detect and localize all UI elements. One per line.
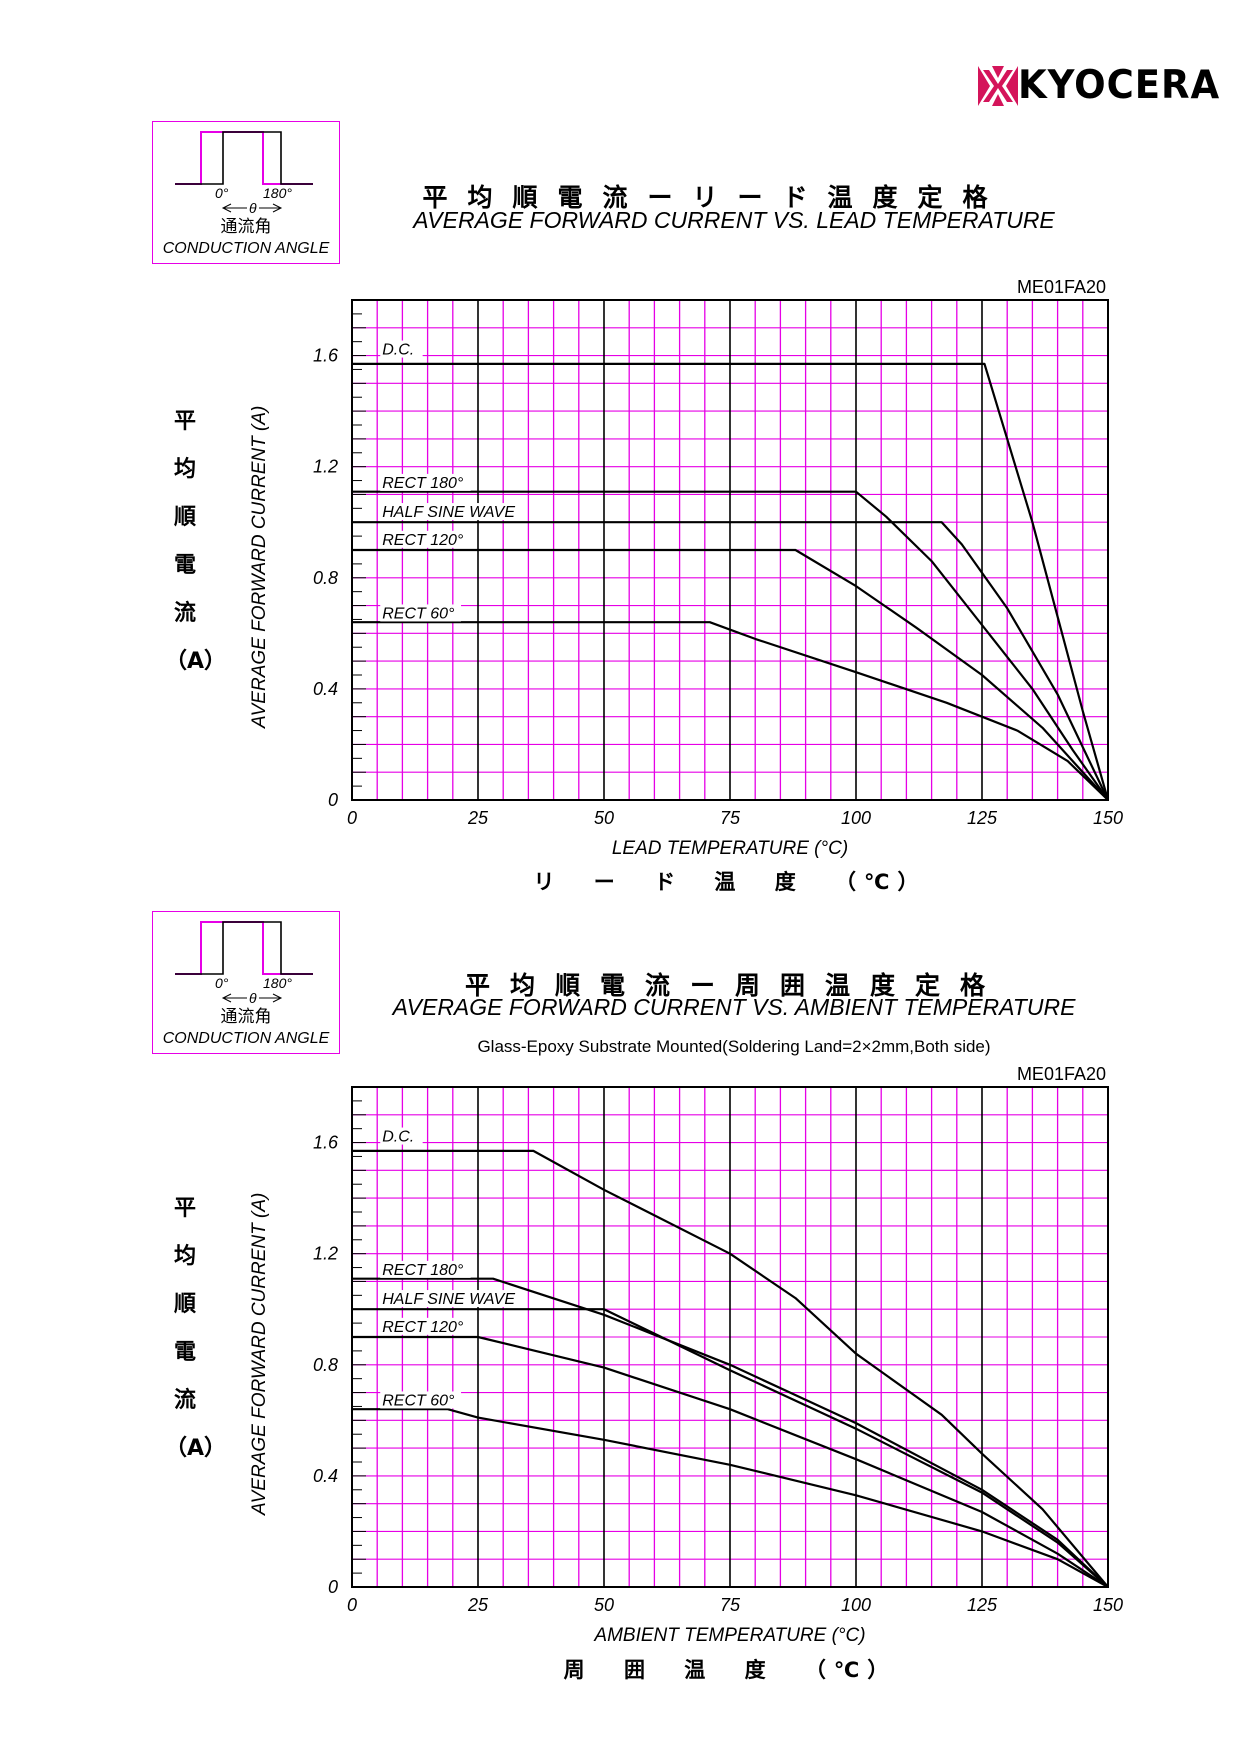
series-line: [352, 1308, 1109, 1588]
x-axis-label-jp: 周 囲 温 度 （℃）: [563, 1658, 897, 1682]
chart-title-en: AVERAGE FORWARD CURRENT VS. AMBIENT TEMP…: [392, 994, 1076, 1020]
series-label-bg: [380, 503, 519, 521]
angle-end-label: 180°: [263, 185, 292, 201]
series-label: RECT 60°: [382, 605, 455, 622]
y-tick-label: 0.8: [313, 1355, 338, 1375]
series-line: [352, 490, 1109, 801]
series-line: [352, 362, 1110, 801]
y-label-jp-char: 電: [173, 1340, 196, 1365]
y-label-jp-char: 順: [173, 505, 196, 530]
series-label: RECT 60°: [382, 1392, 455, 1409]
x-tick-label: 75: [720, 1595, 741, 1615]
chart-title-jp: 平均順電流ーリード温度定格: [422, 183, 1008, 212]
chart-plot-lead-temperature: 0 25 50 75 100 125 150 0 0.4 0.8 1.2 1.6 D.C. RECT 18…: [313, 299, 1123, 828]
x-tick-label: 25: [467, 1595, 489, 1615]
theta-label: θ: [247, 200, 259, 216]
series-line: [352, 521, 1109, 801]
x-tick-label: 125: [967, 1595, 998, 1615]
series-label: RECT 180°: [382, 1262, 464, 1279]
y-tick-label: 0: [328, 790, 338, 810]
angle-end-label: 180°: [263, 975, 292, 991]
series-label-bg: [380, 1290, 519, 1308]
conduction-angle-en: CONDUCTION ANGLE: [162, 240, 330, 257]
series-label-bg: [380, 473, 471, 491]
y-label-jp-char: 流: [173, 1388, 196, 1413]
kyocera-logo-icon: [978, 66, 1018, 106]
y-axis-label-en: AVERAGE FORWARD CURRENT (A): [249, 1192, 270, 1515]
series-label: RECT 120°: [382, 532, 464, 549]
series-label: HALF SINE WAVE: [382, 1291, 515, 1308]
series-label: RECT 120°: [382, 1319, 464, 1336]
series-label: RECT 180°: [382, 475, 464, 492]
y-tick-label: 0.4: [313, 1466, 338, 1486]
y-tick-label: 1.6: [313, 346, 339, 366]
kyocera-logo: KYOCERA: [978, 63, 1219, 110]
theta-label: θ: [247, 990, 259, 1006]
y-tick-label: 0.8: [313, 568, 338, 588]
x-tick-label: 25: [467, 808, 489, 828]
conduction-angle-jp: 通流角: [220, 217, 272, 237]
chart-title-en: AVERAGE FORWARD CURRENT VS. LEAD TEMPERA…: [413, 207, 1055, 233]
part-code: ME01FA20: [1016, 277, 1106, 297]
y-label-jp-char: （A）: [165, 1436, 227, 1461]
kyocera-logo-text: KYOCERA: [1018, 63, 1221, 108]
series-label-bg: [380, 1391, 462, 1409]
x-tick-label: 50: [594, 808, 614, 828]
x-tick-label: 100: [841, 808, 871, 828]
series-line: [352, 1149, 1109, 1588]
series-label-bg: [380, 1127, 423, 1145]
series-label-bg: [380, 530, 471, 548]
y-tick-label: 0: [328, 1577, 338, 1597]
series-line: [352, 548, 1109, 801]
series-label-bg: [380, 604, 462, 622]
y-tick-label: 1.6: [313, 1133, 339, 1153]
conduction-angle-box: 0° 180° θ 通流角 CONDUCTION ANGLE: [152, 911, 340, 1054]
angle-start-label: 0°: [215, 185, 229, 201]
conduction-angle-box: 0° 180° θ 通流角 CONDUCTION ANGLE: [152, 121, 340, 264]
series-line: [352, 1408, 1109, 1588]
y-label-jp-char: 均: [173, 1244, 196, 1269]
series-label-bg: [380, 1260, 471, 1278]
chart-plot-ambient-temperature: 0 25 50 75 100 125 150 0 0.4 0.8 1.2 1.6 D.C. RECT 18…: [313, 1086, 1123, 1615]
y-label-jp-char: 流: [173, 601, 196, 626]
x-tick-label: 0: [347, 808, 357, 828]
y-axis-label-jp: 平 均 順 電 流 （A）: [165, 1190, 227, 1478]
series-label: D.C.: [382, 342, 414, 359]
conduction-waveform-icon: [175, 131, 313, 213]
series-label-bg: [380, 1317, 471, 1335]
angle-start-label: 0°: [215, 975, 229, 991]
x-tick-label: 75: [720, 808, 741, 828]
conduction-angle-en: CONDUCTION ANGLE: [162, 1030, 330, 1047]
conduction-angle-jp: 通流角: [220, 1007, 272, 1027]
y-tick-label: 1.2: [313, 1244, 338, 1264]
x-axis-label-en: LEAD TEMPERATURE (°C): [611, 838, 849, 859]
series-line: [352, 621, 1109, 801]
x-tick-label: 0: [347, 1595, 357, 1615]
x-axis-label-jp: リ ー ド 温 度 （℃）: [533, 870, 927, 894]
series-label-bg: [380, 340, 423, 358]
x-tick-label: 150: [1093, 1595, 1123, 1615]
y-label-jp-char: 電: [173, 553, 196, 578]
series-label: D.C.: [382, 1129, 414, 1146]
chart-block-lead-temperature: 0° 180° θ 通流角 CONDUCTION ANGLE 平均順電流ーリード…: [0, 0, 1240, 894]
chart-subtitle: Glass-Epoxy Substrate Mounted(Soldering …: [477, 1037, 991, 1056]
x-tick-label: 100: [841, 1595, 871, 1615]
y-label-jp-char: 平: [173, 409, 196, 434]
y-tick-label: 0.4: [313, 679, 338, 699]
series-line: [352, 1277, 1109, 1588]
y-tick-label: 1.2: [313, 457, 338, 477]
x-tick-label: 50: [594, 1595, 614, 1615]
y-label-jp-char: 平: [173, 1196, 196, 1221]
series-label: HALF SINE WAVE: [382, 504, 515, 521]
x-tick-label: 125: [967, 808, 998, 828]
series-line: [352, 1335, 1109, 1588]
chart-title-jp: 平均順電流ー周囲温度定格: [464, 971, 1005, 1000]
chart-block-ambient-temperature: 0° 180° θ 通流角 CONDUCTION ANGLE 平均順電流ー周囲温…: [0, 0, 1240, 1682]
y-label-jp-char: 均: [173, 457, 196, 482]
part-code: ME01FA20: [1016, 1064, 1106, 1084]
x-axis-label-en: AMBIENT TEMPERATURE (°C): [594, 1625, 866, 1646]
y-label-jp-char: 順: [173, 1292, 196, 1317]
x-tick-label: 150: [1093, 808, 1123, 828]
